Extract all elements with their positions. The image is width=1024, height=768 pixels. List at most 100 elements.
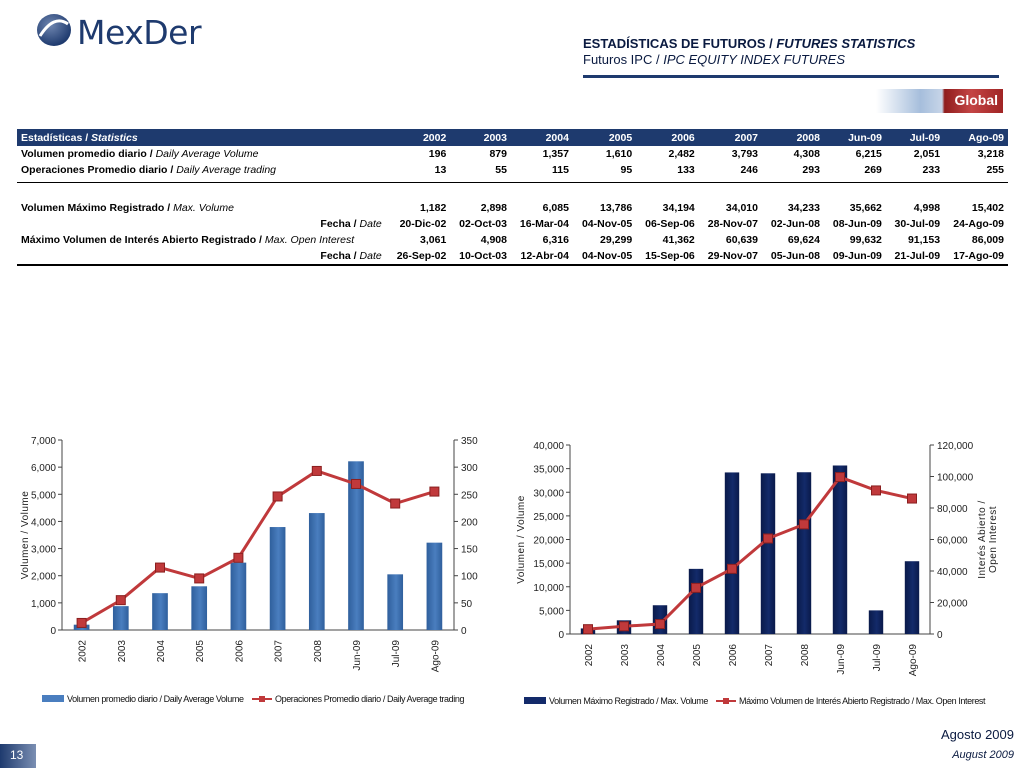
- y2-axis-label-line: Open Interest: [988, 506, 999, 573]
- table-cell: 28-Nov-07: [707, 218, 758, 230]
- y-tick-label: 10,000: [533, 583, 564, 594]
- y-tick-label: 30,000: [533, 488, 564, 499]
- page-number-badge: 13: [0, 744, 36, 768]
- table-cell: 133: [677, 164, 695, 176]
- chart-max-volume: 0 5,000 10,000 15,000 20,000 25,000 30,000 35,0…: [512, 426, 1012, 721]
- table-cell: 6,085: [542, 202, 569, 214]
- legend-swatch-bar: [42, 695, 64, 702]
- table-cell: 04-Nov-05: [581, 218, 633, 230]
- bar: [760, 473, 776, 634]
- y2-tick-label: 20,000: [937, 599, 968, 610]
- table-cell: 12-Abr-04: [510, 248, 573, 266]
- line-point: [390, 498, 401, 509]
- row-label: Operaciones Promedio diario / Daily Aver…: [21, 164, 277, 176]
- table-cell: 86,009: [971, 234, 1004, 246]
- table-cell: 34,194: [662, 202, 695, 214]
- chart-max-volume-svg: 0 5,000 10,000 15,000 20,000 25,000 30,000 35,0…: [516, 441, 999, 706]
- table-cell: 2,051: [913, 148, 941, 160]
- table-cell: 41,362: [662, 234, 695, 246]
- table-cell: 13: [434, 164, 447, 176]
- line-point: [115, 595, 126, 606]
- bar: [191, 586, 208, 630]
- table-row: Fecha / Date 26-Sep-02 10-Oct-03 12-Abr-04 0…: [17, 248, 1008, 266]
- table-col-header: 2008: [762, 129, 824, 146]
- table-cell: 02-Oct-03: [459, 218, 507, 230]
- x-tick-label: 2007: [274, 640, 285, 663]
- row-label: Fecha / Date: [320, 218, 382, 230]
- table-cell: 3,218: [977, 148, 1004, 160]
- x-tick-label: 2002: [584, 644, 595, 667]
- table-cell: 29,299: [600, 234, 633, 246]
- x-tick-label: Ago-09: [908, 644, 919, 677]
- y-tick-label: 15,000: [533, 559, 564, 570]
- legend-label-bar: Volumen promedio diario / Daily Average …: [67, 694, 244, 704]
- y2-axis-label-line: Interés Abierto /: [977, 500, 988, 579]
- x-tick-label: 2006: [728, 644, 739, 667]
- global-button[interactable]: Global: [876, 89, 1003, 113]
- x-tick-label: 2008: [313, 640, 324, 663]
- y2-tick-label: 60,000: [937, 536, 968, 547]
- table-cell: 1,182: [420, 202, 447, 214]
- bar: [724, 472, 740, 634]
- table-row: Volumen promedio diario / Daily Average …: [17, 146, 1008, 162]
- table-cell: 09-Jun-09: [823, 248, 886, 266]
- mexder-logo: MexDer: [34, 10, 204, 54]
- table-cell: 3,061: [420, 234, 447, 246]
- x-tick-label: 2005: [692, 644, 703, 667]
- page-header: ESTADÍSTICAS DE FUTUROS / FUTURES STATIS…: [583, 36, 1003, 67]
- y-tick-label: 2,000: [31, 572, 56, 583]
- table-cell: 08-Jun-09: [832, 218, 882, 230]
- y2-tick-label: 0: [937, 630, 943, 641]
- page-title: ESTADÍSTICAS DE FUTUROS / FUTURES STATIS…: [583, 36, 916, 51]
- y-axis-label: Volumen / Volume: [20, 491, 31, 580]
- table-cell: 269: [864, 164, 882, 176]
- y2-tick-label: 80,000: [937, 504, 968, 515]
- table-cell: 06-Sep-06: [645, 218, 695, 230]
- bar: [868, 610, 884, 634]
- bar: [426, 542, 443, 630]
- table-cell: 15,402: [971, 202, 1004, 214]
- x-tick-label: 2003: [117, 640, 128, 663]
- table-cell: 99,632: [849, 234, 882, 246]
- bar: [269, 527, 286, 630]
- table-col-header: 2007: [698, 129, 762, 146]
- y2-tick-label: 200: [461, 517, 478, 528]
- y2-tick-label: 250: [461, 490, 478, 501]
- table-cell: 2,898: [480, 202, 507, 214]
- line-point: [351, 478, 361, 489]
- table-cell: 10-Oct-03: [450, 248, 511, 266]
- table-cell: 246: [740, 164, 758, 176]
- row-label: Volumen Máximo Registrado / Max. Volume: [21, 202, 234, 214]
- y2-tick-label: 150: [461, 545, 478, 556]
- line-point: [835, 472, 845, 483]
- table-cell: 69,624: [787, 234, 820, 246]
- table-cell: 16-Mar-04: [519, 218, 569, 230]
- table-cell: 196: [428, 148, 447, 160]
- y2-axis-label: Interés Abierto /Open Interest: [977, 500, 999, 579]
- bar: [387, 574, 404, 630]
- table-row: Operaciones Promedio diario / Daily Aver…: [17, 162, 1008, 178]
- legend-label-line: Operaciones Promedio diario / Daily Aver…: [275, 694, 464, 704]
- y-tick-label: 25,000: [533, 512, 564, 523]
- bar: [904, 561, 920, 634]
- table-col-header: 2005: [572, 129, 637, 146]
- y2-tick-label: 40,000: [937, 567, 968, 578]
- table-cell: 3,793: [731, 148, 758, 160]
- table-row: Volumen Máximo Registrado / Max. Volume 1…: [17, 200, 1008, 216]
- table-col-header: 2006: [636, 129, 699, 146]
- mexder-logo-icon: [37, 14, 71, 46]
- header-divider: [583, 75, 999, 78]
- line-point: [799, 519, 809, 530]
- y-tick-label: 6,000: [31, 463, 56, 474]
- table-header-row: Estadísticas / Statistics 2002 2003 2004…: [17, 129, 1008, 146]
- line-point: [194, 573, 205, 584]
- table-cell: 02-Jun-08: [770, 218, 820, 230]
- line-point: [76, 617, 87, 628]
- line-point: [619, 621, 629, 632]
- y-axis-label: Volumen / Volume: [516, 495, 527, 584]
- legend-swatch-marker: [723, 698, 729, 704]
- table-cell: 17-Ago-09: [944, 248, 1008, 266]
- table-cell: 24-Ago-09: [953, 218, 1004, 230]
- y-tick-label: 5,000: [539, 606, 564, 617]
- table-cell: 6,316: [542, 234, 569, 246]
